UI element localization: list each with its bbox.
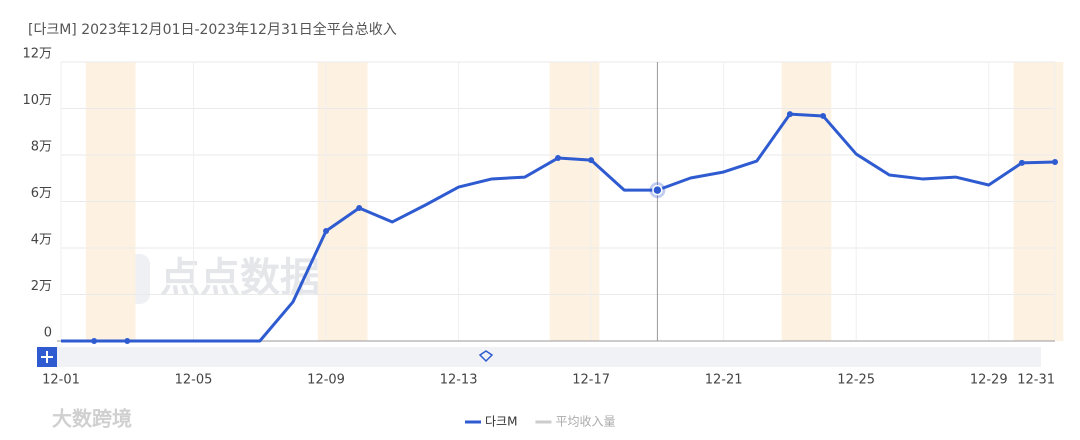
y-tick-label: 4万 xyxy=(31,233,52,248)
data-point[interactable] xyxy=(652,184,663,196)
x-tick-label: 12-21 xyxy=(705,373,743,388)
x-tick-label: 12-29 xyxy=(970,373,1008,388)
data-point[interactable] xyxy=(1052,158,1058,165)
watermark: 大数跨境 xyxy=(52,407,132,431)
x-tick-label: 12-31 xyxy=(1017,373,1055,388)
data-point[interactable] xyxy=(91,338,98,344)
y-tick-label: 0 xyxy=(44,326,52,341)
watermark: 点点数据 xyxy=(160,255,320,301)
data-point[interactable] xyxy=(323,228,330,235)
y-tick-label: 6万 xyxy=(31,186,52,201)
zoom-handle[interactable] xyxy=(478,350,494,363)
x-tick-label: 12-01 xyxy=(42,373,80,388)
data-point[interactable] xyxy=(786,111,793,118)
y-tick-label: 8万 xyxy=(31,140,52,155)
x-tick-label: 12-17 xyxy=(572,373,610,388)
data-point[interactable] xyxy=(1018,159,1025,166)
x-tick-label: 12-05 xyxy=(175,373,213,388)
data-point[interactable] xyxy=(820,112,827,119)
data-point[interactable] xyxy=(356,205,363,212)
x-tick-label: 12-25 xyxy=(837,373,875,388)
data-point[interactable] xyxy=(555,155,561,162)
y-tick-label: 12万 xyxy=(22,47,52,62)
y-tick-label: 2万 xyxy=(31,279,52,294)
chart-title: [다크M] 2023年12月01日-2023年12月31日全平台总收入 xyxy=(28,21,397,38)
y-tick-label: 10万 xyxy=(22,93,52,108)
x-tick-label: 12-09 xyxy=(307,373,345,388)
legend-label[interactable]: 다크M xyxy=(485,415,517,429)
zoom-slider[interactable] xyxy=(37,347,1041,367)
x-tick-label: 12-13 xyxy=(440,373,478,388)
legend-label[interactable]: 平均收入量 xyxy=(555,415,615,429)
data-point[interactable] xyxy=(124,338,131,344)
data-point[interactable] xyxy=(588,157,595,164)
